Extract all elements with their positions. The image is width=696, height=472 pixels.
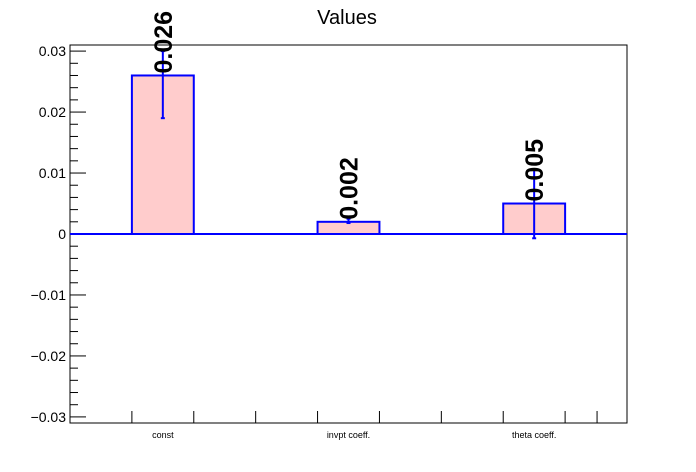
y-tick-label: 0.03: [39, 43, 66, 59]
y-tick-label: −0.02: [31, 348, 67, 364]
chart-title: Values: [317, 7, 377, 29]
data-label: 0.026: [150, 11, 178, 74]
data-label: 0.002: [336, 157, 364, 220]
data-label: 0.005: [521, 139, 549, 202]
x-tick-label: invpt coeff.: [327, 430, 370, 440]
y-tick-label: −0.03: [31, 409, 67, 425]
x-tick-label: theta coeff.: [512, 430, 556, 440]
y-tick-label: −0.01: [31, 287, 67, 303]
data-labels: 0.026 0.002 0.005: [150, 11, 549, 220]
y-tick-label: 0.02: [39, 104, 66, 120]
axes: −0.03 −0.02 −0.01 0 0.01 0.02 0.03 const invpt c…: [31, 43, 628, 440]
bars: [70, 50, 627, 240]
y-tick-label: 0.01: [39, 165, 66, 181]
x-tick-label: const: [152, 430, 174, 440]
y-tick-label: 0: [58, 226, 66, 242]
